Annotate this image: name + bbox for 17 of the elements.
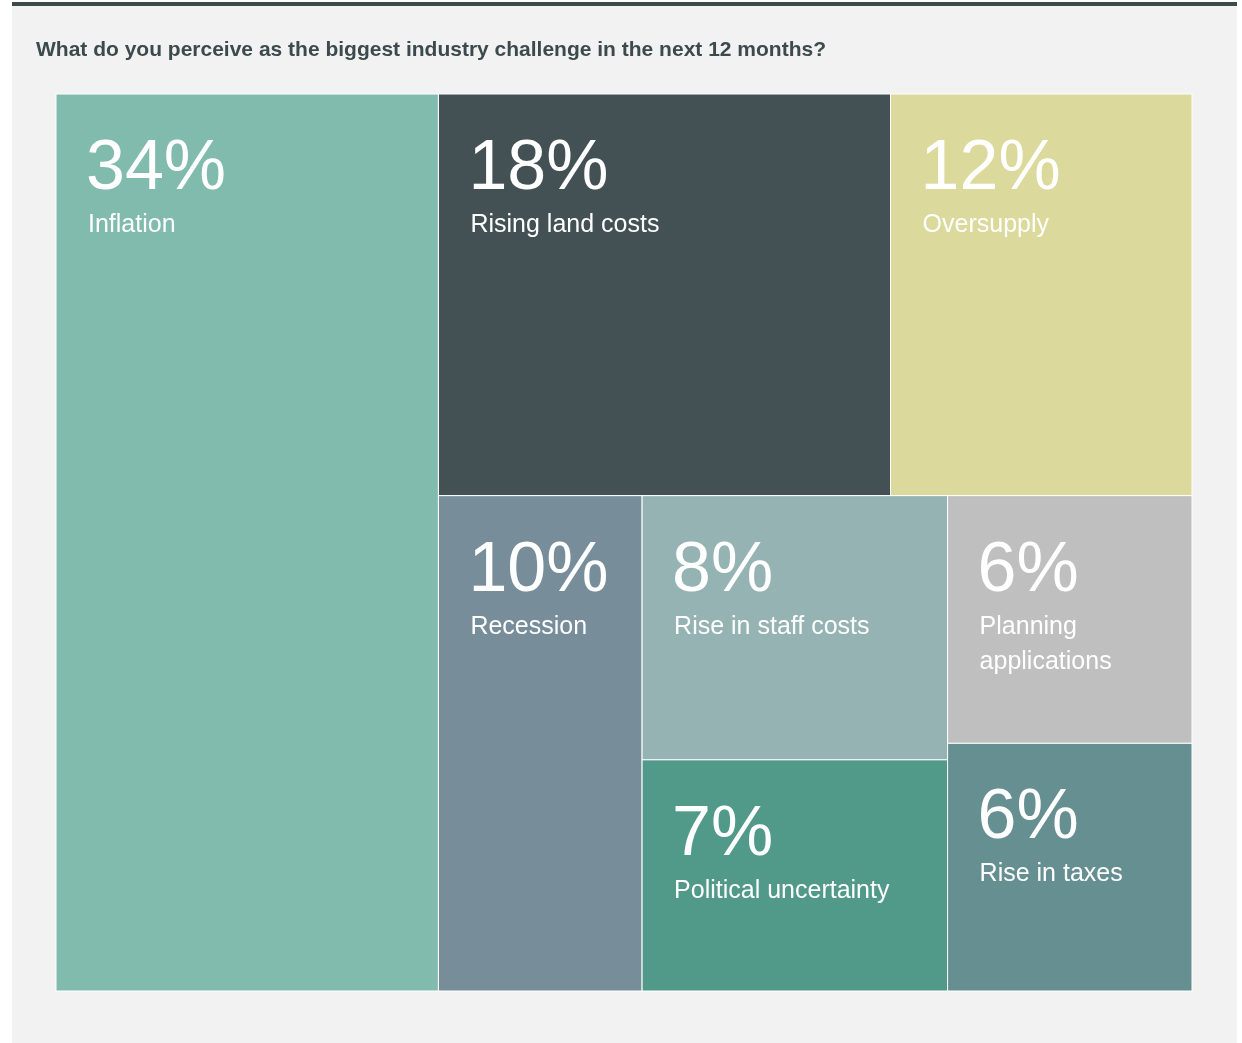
data-label: 12% bbox=[920, 126, 1061, 204]
category-label: Rise in staff costs bbox=[674, 610, 870, 639]
data-label: 10% bbox=[468, 527, 609, 606]
category-label: Inflation bbox=[88, 209, 176, 237]
category-label: Recession bbox=[470, 610, 588, 639]
data-label: 7% bbox=[672, 791, 774, 870]
data-label: 6% bbox=[977, 775, 1079, 854]
data-label: 8% bbox=[672, 527, 774, 606]
data-label: 6% bbox=[977, 527, 1079, 606]
category-label: Rise in taxes bbox=[979, 858, 1123, 887]
data-label: 34% bbox=[86, 126, 227, 204]
data-label: 18% bbox=[468, 126, 609, 204]
category-label: Rising land costs bbox=[470, 209, 660, 237]
category-label: Planning applications bbox=[979, 610, 1112, 674]
text: What do you perceive as the biggest industry challenge in the next 12 months? bbox=[36, 36, 826, 60]
category-label: Political uncertainty bbox=[674, 874, 890, 903]
category-label: Oversupply bbox=[922, 209, 1050, 237]
